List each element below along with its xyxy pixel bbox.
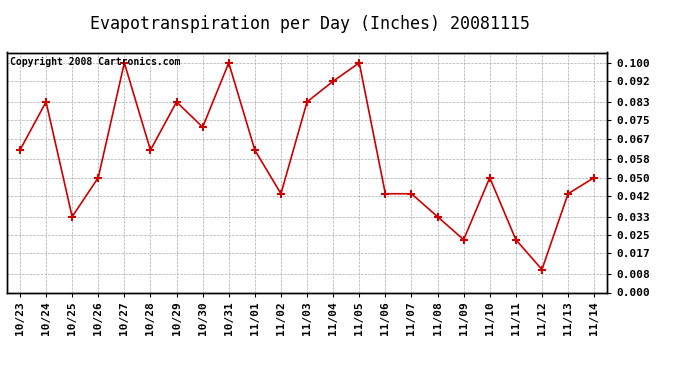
Text: Copyright 2008 Cartronics.com: Copyright 2008 Cartronics.com [10, 57, 180, 68]
Text: Evapotranspiration per Day (Inches) 20081115: Evapotranspiration per Day (Inches) 2008… [90, 15, 531, 33]
